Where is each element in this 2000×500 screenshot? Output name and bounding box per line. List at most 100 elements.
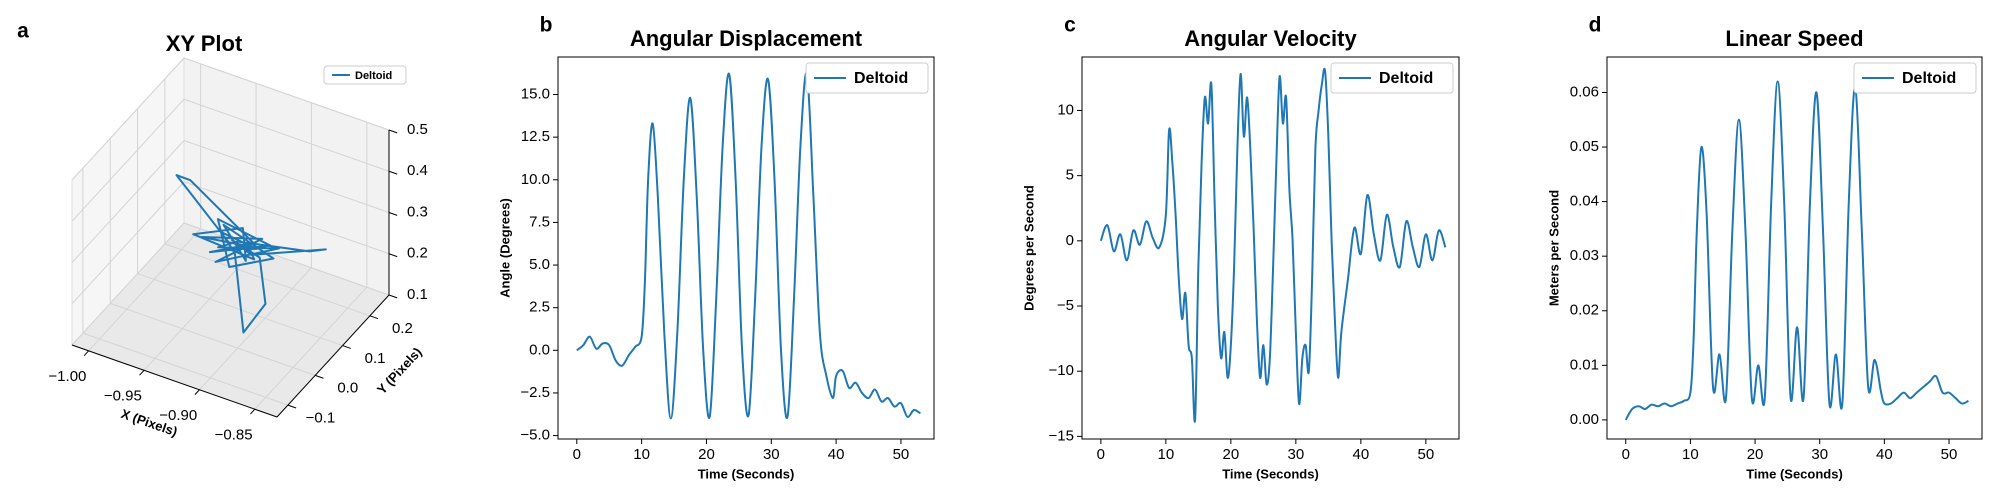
z-grid-line [71, 181, 185, 305]
z-grid-line [183, 98, 390, 172]
y-tick-label: −2.5 [520, 384, 550, 401]
chart-title: Linear Speed [1725, 26, 1863, 51]
panel-letter: a [17, 20, 29, 43]
y-tick-label: 7.5 [529, 213, 550, 230]
y-tick-label: −0.1 [306, 409, 336, 426]
y-tick-label: 0.00 [1570, 411, 1599, 428]
x-tick [83, 350, 89, 357]
x-tick-label: 50 [893, 446, 910, 463]
y-grid-line [82, 332, 289, 406]
legend-label: Deltoid [355, 70, 392, 82]
panel-letter: d [1589, 14, 1602, 37]
x-tick-label: 30 [763, 446, 780, 463]
data-line [1099, 67, 1447, 423]
y-tick [342, 345, 351, 349]
x-axis-line [71, 344, 278, 418]
y-tick-label: 0.04 [1570, 193, 1599, 210]
z-tick-label: 0.5 [407, 121, 428, 138]
x-tick-label: 10 [1158, 446, 1175, 463]
z-tick [388, 170, 398, 175]
data-line-3d [175, 174, 327, 334]
x-tick-label: 10 [633, 446, 650, 463]
y-grid-line [110, 302, 316, 376]
y-tick [287, 404, 297, 409]
z-tick-label: 0.3 [407, 203, 428, 220]
y-axis-label: Degrees per Second [1021, 185, 1036, 311]
chart-title: Angular Velocity [1184, 26, 1357, 51]
z-grid-line [71, 140, 185, 263]
y-axis-line [276, 294, 390, 418]
x-tick [194, 389, 200, 395]
axes-frame [557, 56, 935, 440]
legend-label: Deltoid [1379, 70, 1433, 87]
chart-title: Angular Displacement [630, 26, 863, 51]
y-tick-label: 0.1 [365, 350, 386, 367]
x-tick-label: −0.85 [215, 426, 253, 443]
z-tick [388, 253, 398, 258]
legend-frame [1853, 62, 1977, 94]
x-tick-label: 50 [1941, 446, 1958, 463]
y-tick [315, 374, 324, 379]
z-tick [388, 294, 398, 299]
z-tick [388, 129, 398, 134]
x-axis-label: Time (Seconds) [1222, 466, 1319, 481]
x-grid-line [254, 286, 368, 410]
x-tick-label: 0 [573, 446, 581, 463]
data-line [1624, 80, 1969, 421]
y-tick-label: 5 [1066, 167, 1074, 184]
legend-frame [1330, 62, 1454, 94]
x-tick-label: 10 [1682, 446, 1699, 463]
x-tick [139, 369, 145, 376]
panel-letter: c [1064, 14, 1076, 37]
y-tick-label: 0.05 [1570, 138, 1599, 155]
x-tick-label: −0.95 [104, 387, 142, 404]
x-axis-label: Time (Seconds) [698, 466, 795, 481]
x-tick-label: −0.90 [159, 407, 197, 424]
z-grid-line [183, 222, 390, 296]
y-tick-label: 0.02 [1570, 302, 1599, 319]
y-tick-label: −5.0 [520, 427, 550, 444]
y-tick-label: 2.5 [529, 299, 550, 316]
x-tick-label: 20 [698, 446, 715, 463]
x-tick-label: 0 [1622, 446, 1630, 463]
x-axis-label: Time (Seconds) [1746, 466, 1843, 481]
legend-label: Deltoid [854, 70, 908, 87]
x-tick-label: −1.00 [48, 368, 86, 385]
x-tick-label: 50 [1418, 446, 1435, 463]
z-grid-line [71, 98, 185, 222]
y-tick-label: 0.03 [1570, 247, 1599, 264]
x-tick-label: 30 [1288, 446, 1305, 463]
y-tick-label: 0.0 [529, 341, 550, 358]
legend-label: Deltoid [1902, 70, 1956, 87]
y-axis-label: Meters per Second [1546, 190, 1561, 306]
axes-frame [1081, 56, 1460, 440]
z-grid-line [183, 181, 390, 255]
x-tick-label: 40 [828, 446, 845, 463]
y-tick-label: −5 [1057, 297, 1074, 314]
x-tick-label: 30 [1811, 446, 1828, 463]
axes-frame [1606, 56, 1983, 440]
y-tick-label: 10.0 [521, 171, 550, 188]
z-grid-line [183, 57, 390, 131]
z-grid-line [71, 57, 185, 181]
x-tick-label: 20 [1747, 446, 1764, 463]
y-tick-label: −10 [1049, 362, 1074, 379]
x-tick-label: 20 [1223, 446, 1240, 463]
y-tick-label: 0.0 [337, 380, 358, 397]
z-tick-label: 0.1 [407, 286, 428, 303]
z-grid-line [71, 222, 185, 346]
y-tick-label: 0 [1066, 232, 1074, 249]
z-tick-label: 0.4 [407, 162, 428, 179]
y-tick-label: 0.2 [392, 320, 413, 337]
y-tick-label: 10 [1057, 101, 1074, 118]
y-tick [369, 315, 379, 320]
x-grid-line [199, 267, 312, 391]
y-axis-label: Angle (Degrees) [497, 198, 512, 298]
x-grid-line [88, 228, 201, 352]
legend-frame [323, 65, 407, 85]
y-tick-label: 0.06 [1570, 83, 1599, 100]
y-tick-label: 12.5 [521, 128, 550, 145]
x-tick-label: 0 [1097, 446, 1105, 463]
x-tick-label: 40 [1876, 446, 1893, 463]
